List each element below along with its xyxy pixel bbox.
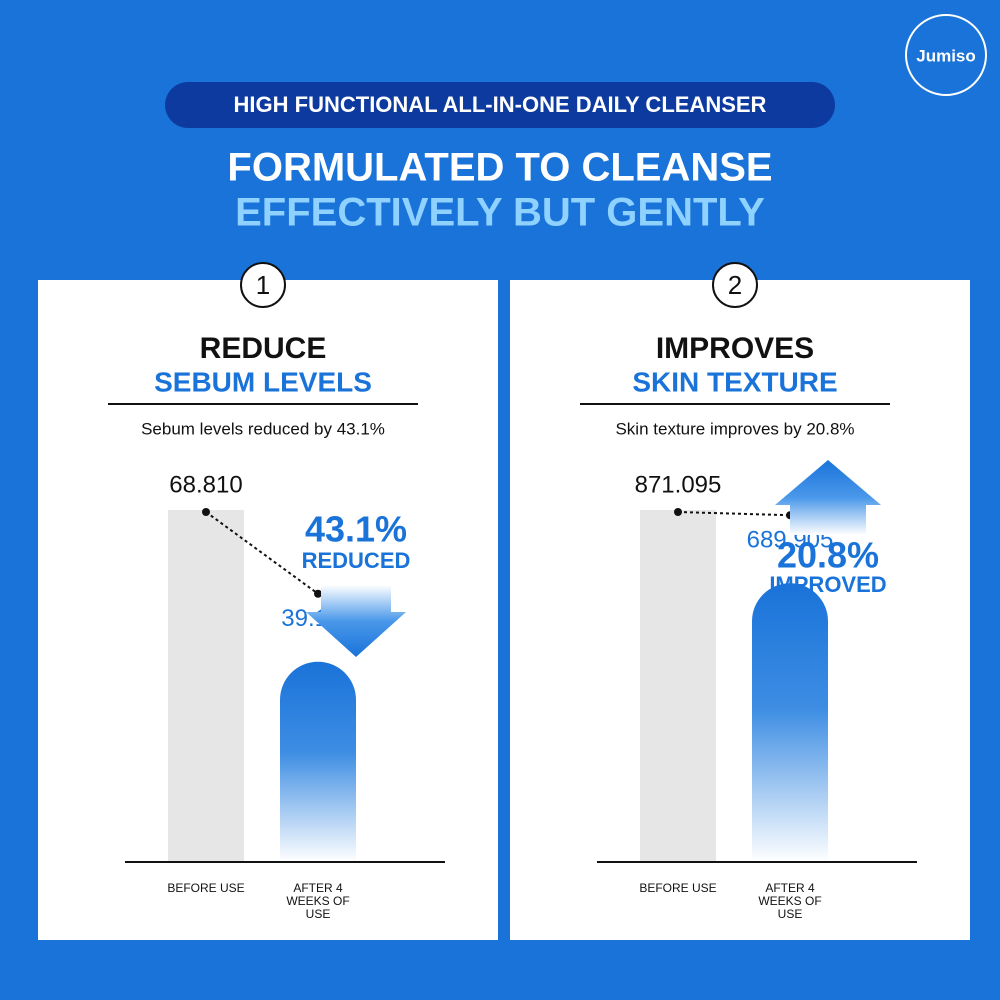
value-label: 68.810 — [169, 471, 242, 498]
panel-title: IMPROVES — [656, 332, 814, 365]
connector — [205, 511, 319, 595]
connector-dot — [674, 508, 682, 516]
step-circle — [712, 262, 758, 308]
arrow — [306, 585, 406, 657]
connector — [677, 511, 791, 517]
banner-pill — [165, 82, 835, 128]
x-tick-label: BEFORE USE — [639, 881, 717, 895]
bar — [280, 661, 356, 862]
bar — [752, 583, 828, 862]
step-circle — [240, 262, 286, 308]
badge-text: IMPROVED — [769, 572, 886, 597]
step-number: 1 — [256, 270, 270, 300]
logo: Jumiso — [916, 46, 976, 65]
panel-subtitle: SKIN TEXTURE — [632, 366, 837, 397]
caption: Sebum levels reduced by 43.1% — [141, 419, 385, 438]
badge: 43.1% — [305, 509, 407, 550]
x-tick-label: AFTER 4 WEEKS OF USE — [286, 881, 350, 921]
headline: FORMULATED TO CLEANSE — [227, 146, 772, 190]
arrow — [775, 460, 881, 535]
value-label: 871.095 — [635, 471, 722, 498]
bar — [168, 510, 244, 862]
badge-text: REDUCED — [302, 548, 411, 573]
caption: Skin texture improves by 20.8% — [615, 419, 854, 438]
connector-dot — [314, 589, 322, 598]
step-number: 2 — [728, 270, 742, 300]
x-tick-label: BEFORE USE — [167, 881, 245, 895]
logo-ring — [905, 14, 987, 96]
badge: 20.8% — [777, 535, 879, 576]
panel — [510, 280, 970, 940]
panel-subtitle: SEBUM LEVELS — [154, 366, 372, 397]
headline: EFFECTIVELY BUT GENTLY — [235, 191, 765, 235]
panel — [38, 280, 498, 940]
connector-dot — [202, 508, 210, 516]
bar — [640, 510, 716, 862]
panel-title: REDUCE — [200, 332, 327, 365]
x-tick-label: AFTER 4 WEEKS OF USE — [758, 881, 822, 921]
banner: HIGH FUNCTIONAL ALL-IN-ONE DAILY CLEANSE… — [234, 92, 767, 117]
